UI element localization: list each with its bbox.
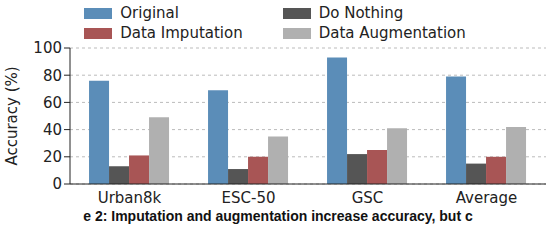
html-text:Data Imputation: Data Imputation	[120, 24, 243, 42]
svg-text:0: 0	[52, 175, 62, 193]
html-text:e 2: Imputation and augmentati: e 2: Imputation and augmentation increas…	[83, 208, 473, 224]
svg-text:40: 40	[43, 121, 62, 139]
svg-text:60: 60	[43, 94, 62, 112]
svg-text:ESC-50: ESC-50	[222, 189, 276, 207]
svg-text:GSC: GSC	[352, 189, 384, 207]
html-text:Data Augmentation: Data Augmentation	[318, 24, 466, 42]
svg-text:20: 20	[43, 148, 62, 166]
svg-text:80: 80	[43, 67, 62, 85]
svg-text:100: 100	[33, 39, 62, 57]
html-text:Do Nothing: Do Nothing	[318, 4, 404, 22]
html-text:Original: Original	[120, 4, 179, 22]
svg-text:Urban8k: Urban8k	[98, 189, 162, 207]
svg-text:Average: Average	[456, 189, 518, 207]
svg-text:Accuracy (%): Accuracy (%)	[8, 66, 21, 165]
